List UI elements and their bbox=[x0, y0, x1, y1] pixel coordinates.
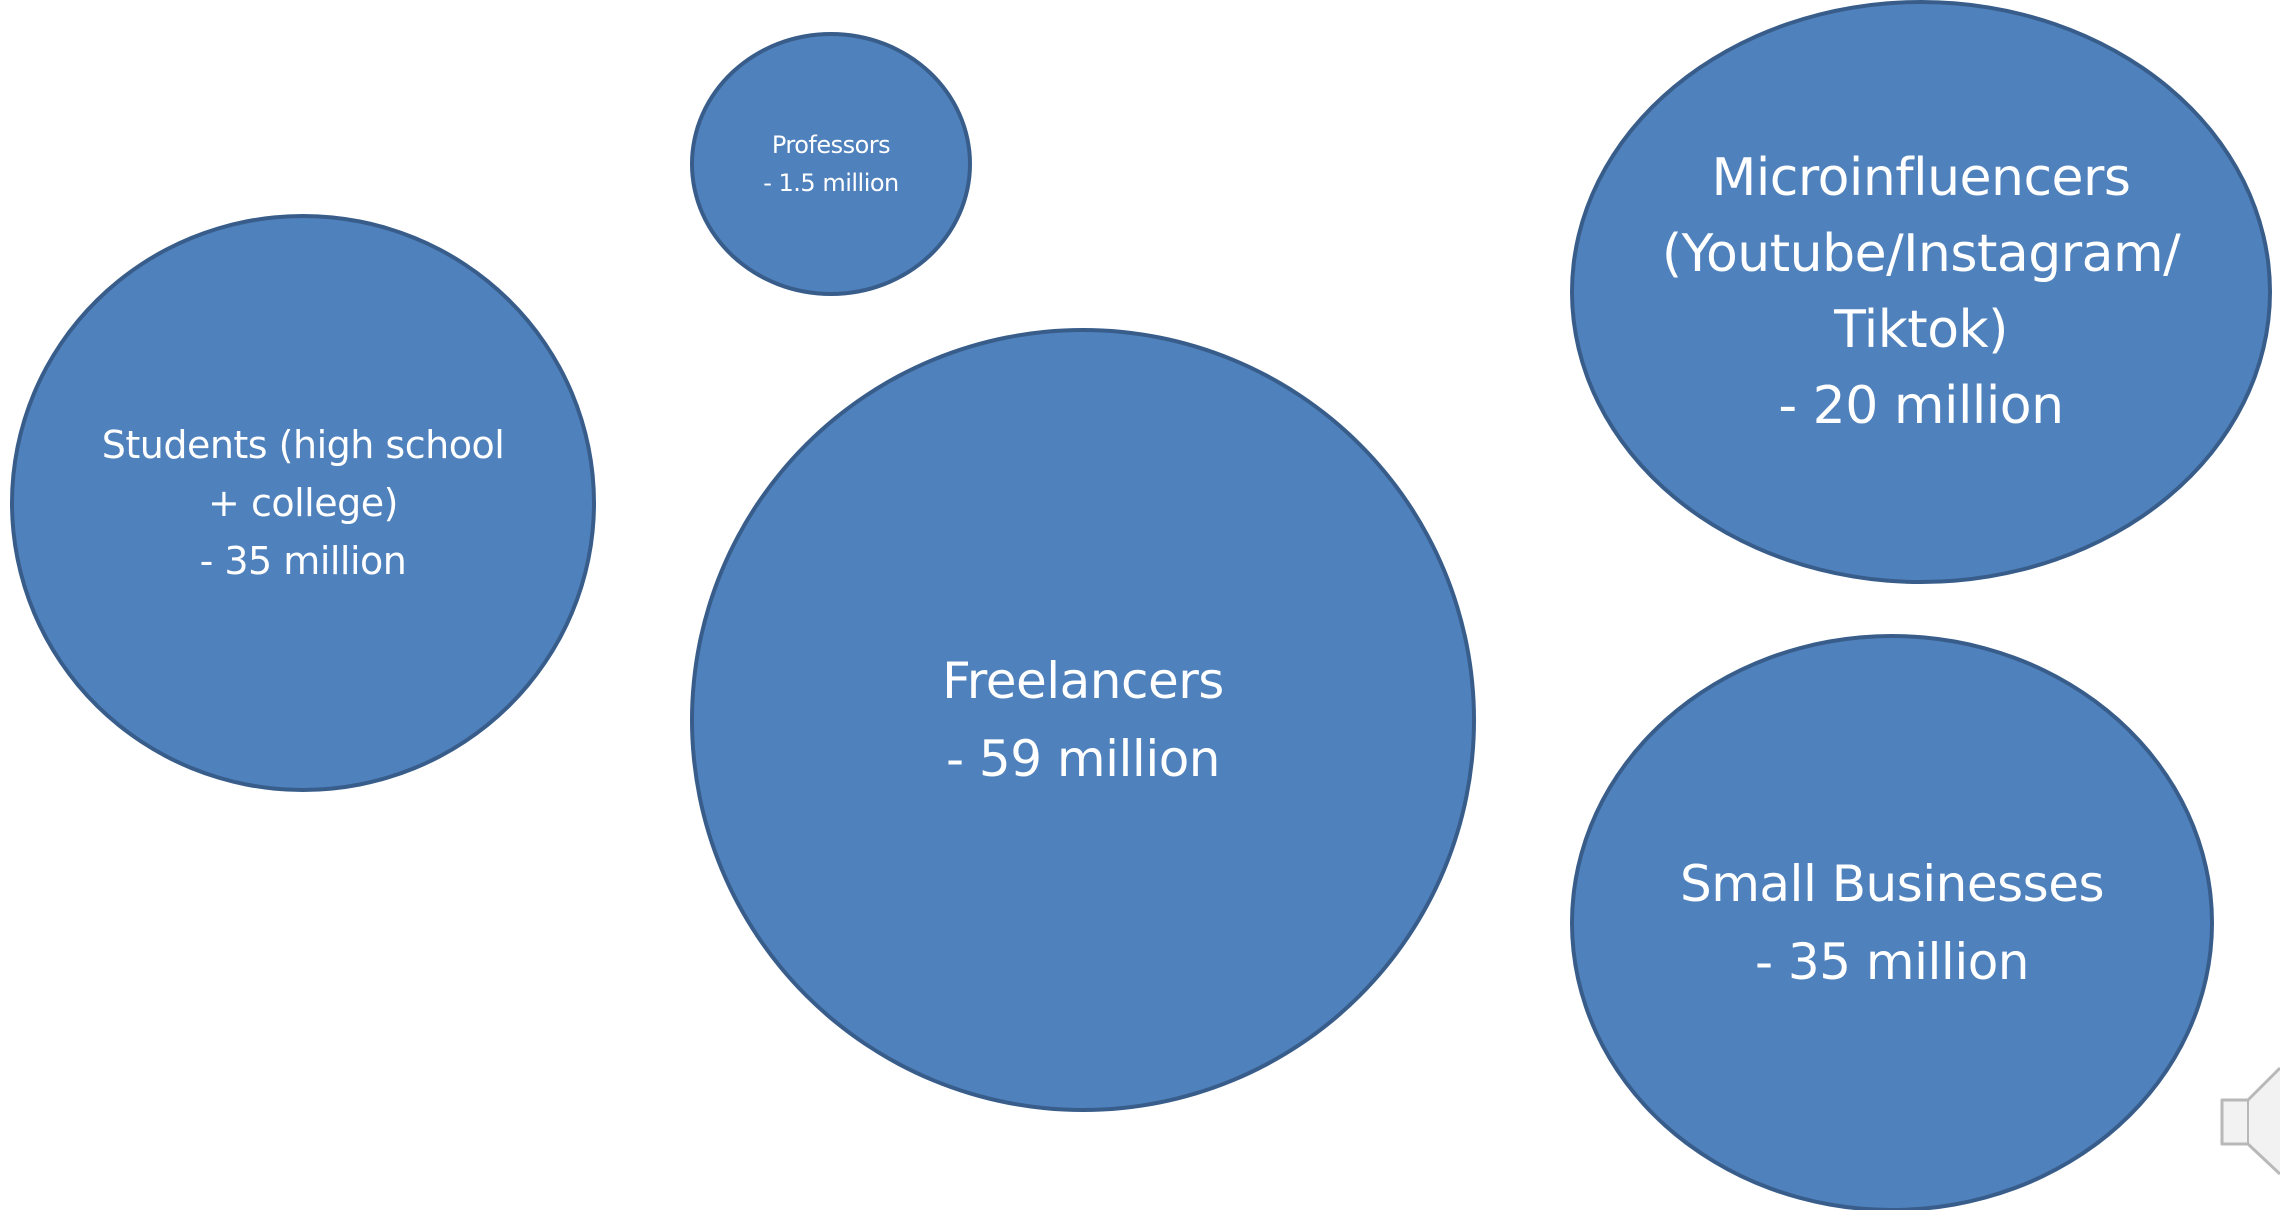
microinfluencers-title: Microinfluencers bbox=[1711, 148, 2131, 208]
small-businesses-label: Small Businesses - 35 million bbox=[1679, 845, 2105, 1001]
students-title-line-2: + college) bbox=[208, 481, 398, 525]
small-businesses-title: Small Businesses bbox=[1679, 855, 2105, 913]
small-businesses-bubble: Small Businesses - 35 million bbox=[1570, 634, 2214, 1210]
freelancers-label: Freelancers - 59 million bbox=[942, 642, 1224, 798]
microinfluencers-platforms-line-2: Tiktok) bbox=[1834, 300, 2008, 360]
speaker-icon[interactable] bbox=[2216, 1060, 2280, 1180]
professors-title: Professors bbox=[771, 131, 891, 159]
students-title-line-1: Students (high school bbox=[101, 423, 505, 467]
freelancers-bubble: Freelancers - 59 million bbox=[690, 328, 1476, 1112]
microinfluencers-value: - 20 million bbox=[1778, 376, 2064, 436]
professors-value: - 1.5 million bbox=[763, 169, 899, 197]
freelancers-value: - 59 million bbox=[945, 730, 1221, 788]
microinfluencers-bubble: Microinfluencers (Youtube/Instagram/ Tik… bbox=[1570, 0, 2272, 584]
microinfluencers-label: Microinfluencers (Youtube/Instagram/ Tik… bbox=[1661, 140, 2181, 444]
students-label: Students (high school + college) - 35 mi… bbox=[102, 416, 505, 590]
students-value: - 35 million bbox=[199, 539, 407, 583]
professors-bubble: Professors - 1.5 million bbox=[690, 32, 972, 296]
microinfluencers-platforms-line-1: (Youtube/Instagram/ bbox=[1661, 224, 2181, 284]
professors-label: Professors - 1.5 million bbox=[763, 126, 899, 202]
freelancers-title: Freelancers bbox=[942, 652, 1224, 710]
students-bubble: Students (high school + college) - 35 mi… bbox=[10, 214, 596, 792]
small-businesses-value: - 35 million bbox=[1754, 933, 2030, 991]
